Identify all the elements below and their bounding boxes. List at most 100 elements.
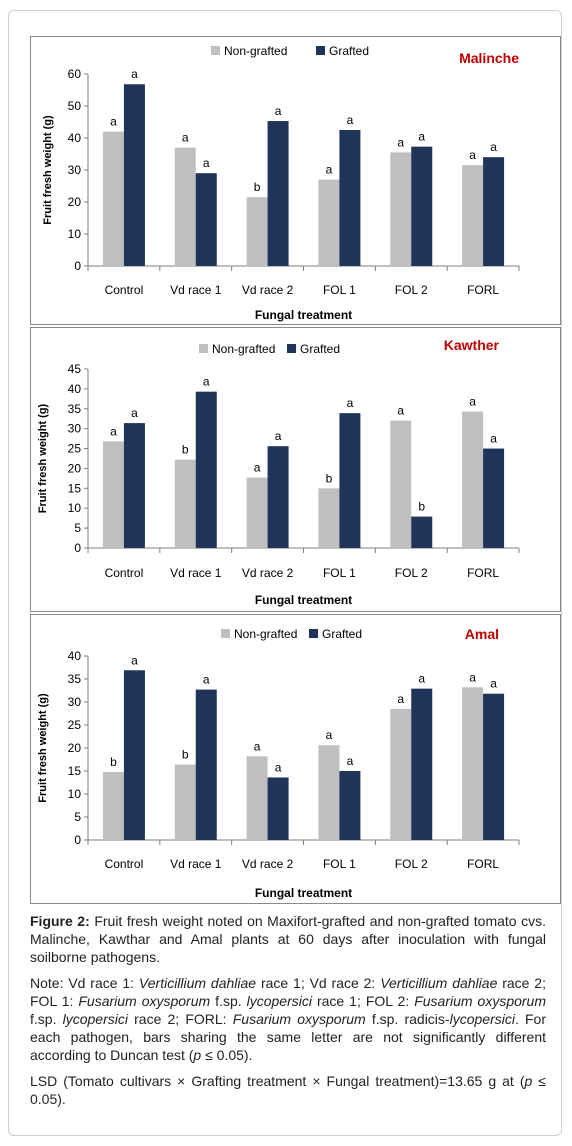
bar xyxy=(462,687,484,840)
x-tick-label: Control xyxy=(105,857,144,871)
y-tick-label: 10 xyxy=(68,501,82,515)
y-tick-label: 45 xyxy=(68,362,82,376)
bar xyxy=(102,441,124,548)
legend-swatch xyxy=(211,46,220,55)
bar xyxy=(267,446,289,548)
bar xyxy=(390,420,412,548)
note-segment: p xyxy=(193,1047,202,1063)
caption-main: Figure 2: Fruit fresh weight noted on Ma… xyxy=(30,912,546,966)
bar-letter-label: a xyxy=(397,135,404,149)
legend-label: Non-grafted xyxy=(224,44,287,58)
y-tick-label: 50 xyxy=(68,99,82,113)
bar-letter-label: a xyxy=(203,673,210,687)
x-tick-label: Vd race 2 xyxy=(242,857,294,871)
legend-swatch xyxy=(316,46,325,55)
bar xyxy=(267,777,289,840)
x-tick-label: FOL 2 xyxy=(395,283,428,297)
y-tick-label: 15 xyxy=(68,481,82,495)
note-segment: race 1; FOL 2: xyxy=(311,993,415,1009)
bar xyxy=(195,689,217,840)
y-axis-label: Fruit fresh weight (g) xyxy=(42,115,54,225)
legend-label: Grafted xyxy=(300,342,340,356)
bar xyxy=(123,84,145,266)
bar-letter-label: a xyxy=(275,104,282,118)
bar-letter-label: a xyxy=(110,424,117,438)
bar xyxy=(246,477,268,548)
legend-swatch xyxy=(309,629,318,638)
y-tick-label: 30 xyxy=(68,163,82,177)
y-tick-label: 35 xyxy=(68,402,82,416)
x-tick-label: Control xyxy=(105,283,144,297)
chart-panel-malinche: Malinche Non-grafted Grafted 0 10 20 30 40 50 60 F… xyxy=(30,36,561,325)
x-tick-label: FOL 1 xyxy=(323,283,356,297)
y-tick-label: 20 xyxy=(68,461,82,475)
bar-letter-label: b xyxy=(418,500,425,514)
bar-letter-label: a xyxy=(326,163,333,177)
note-segment: Fusarium oxysporum xyxy=(414,993,547,1009)
note-segment: f.sp. xyxy=(210,993,247,1009)
lsd-segment: ≤ 0.05). xyxy=(30,1073,546,1107)
bar xyxy=(318,745,340,840)
y-tick-label: 0 xyxy=(74,259,81,273)
note-segment: race 1; Vd race 2: xyxy=(256,975,381,991)
y-tick-label: 10 xyxy=(68,227,82,241)
x-tick-label: FORL xyxy=(467,283,499,297)
bar xyxy=(411,688,433,840)
bar xyxy=(411,516,433,548)
chart-panel-amal: Amal Non-grafted Grafted 0 5 10 15 20 25 30 35 40 Fr… xyxy=(30,614,561,904)
bar-letter-label: a xyxy=(469,670,476,684)
x-tick-label: Vd race 1 xyxy=(170,857,222,871)
note-segment: Verticillium dahliae xyxy=(380,975,498,991)
bar-letter-label: a xyxy=(275,760,282,774)
y-tick-label: 5 xyxy=(74,810,81,824)
bar-letter-label: a xyxy=(397,404,404,418)
bar xyxy=(174,147,196,266)
y-tick-label: 25 xyxy=(68,442,82,456)
y-axis-label: Fruit fresh weight (g) xyxy=(37,403,49,513)
x-axis-label: Fungal treatment xyxy=(255,886,352,900)
bar-letter-label: b xyxy=(182,443,189,457)
bar xyxy=(339,130,361,266)
lsd-segment: p xyxy=(524,1073,533,1089)
figure-caption: Figure 2: Fruit fresh weight noted on Ma… xyxy=(30,912,546,1116)
chart-title: Kawther xyxy=(444,337,500,353)
bar xyxy=(318,488,340,548)
x-tick-label: Vd race 1 xyxy=(170,566,222,580)
x-axis-label: Fungal treatment xyxy=(255,308,352,322)
x-tick-label: Vd race 2 xyxy=(242,283,294,297)
x-tick-label: FOL 2 xyxy=(395,857,428,871)
bar xyxy=(462,165,484,266)
bar xyxy=(267,121,289,266)
bar-letter-label: a xyxy=(254,461,261,475)
bar xyxy=(339,413,361,548)
bar-letter-label: a xyxy=(131,653,138,667)
chart-panel-kawther: Kawther Non-grafted Grafted 0 5 10 15 20 25 30 35 4… xyxy=(30,327,561,612)
bar xyxy=(462,411,484,548)
bar-letter-label: b xyxy=(110,755,117,769)
legend-swatch xyxy=(287,344,296,353)
note-segment: Fusarium oxysporum xyxy=(78,993,211,1009)
bar xyxy=(123,423,145,548)
y-tick-label: 5 xyxy=(74,521,81,535)
bar-letter-label: a xyxy=(347,754,354,768)
x-tick-label: Vd race 1 xyxy=(170,283,222,297)
bar-letter-label: a xyxy=(490,677,497,691)
x-tick-label: FOL 2 xyxy=(395,566,428,580)
x-tick-label: FORL xyxy=(467,566,499,580)
y-tick-label: 10 xyxy=(68,787,82,801)
bar-letter-label: a xyxy=(203,156,210,170)
chart-svg: Malinche Non-grafted Grafted 0 10 20 30 40 50 60 F… xyxy=(42,44,520,322)
bar xyxy=(246,756,268,840)
caption-label: Figure 2: xyxy=(30,913,90,929)
bar-letter-label: a xyxy=(254,739,261,753)
bar xyxy=(318,179,340,266)
bar-letter-label: b xyxy=(326,471,333,485)
bar xyxy=(390,708,412,840)
bar xyxy=(483,448,505,548)
y-tick-label: 25 xyxy=(68,718,82,732)
bar-letter-label: a xyxy=(490,140,497,154)
bar xyxy=(246,197,268,266)
note-segment: lycopersici xyxy=(246,993,312,1009)
bar xyxy=(102,131,124,266)
x-tick-label: Vd race 2 xyxy=(242,566,294,580)
